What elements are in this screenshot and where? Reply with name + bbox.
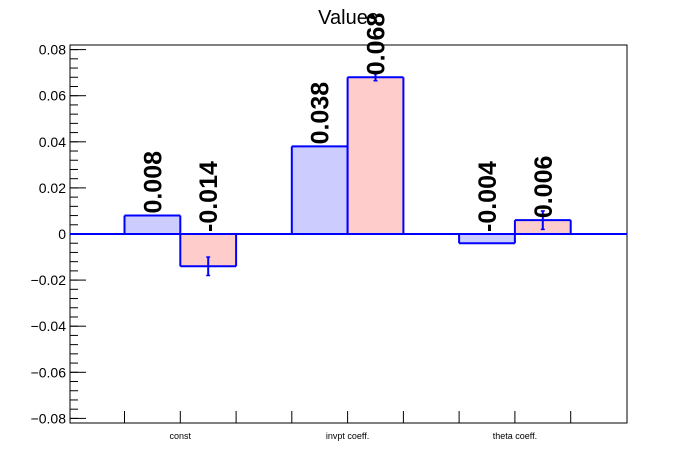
data-label: 0.006 — [530, 156, 558, 219]
x-tick-label: const — [170, 431, 192, 441]
bar — [347, 77, 404, 234]
y-tick-label: 0 — [58, 226, 66, 242]
x-tick-label: theta coeff. — [493, 431, 537, 441]
data-label: -0.014 — [195, 161, 223, 232]
y-tick-label: −0.04 — [31, 318, 67, 334]
data-label: 0.008 — [139, 151, 167, 214]
bar — [291, 146, 348, 234]
bar — [459, 234, 515, 244]
bar — [124, 215, 181, 234]
chart-title: Values — [318, 7, 378, 29]
plot-area: 0.08 0.06 0.04 0.02 0 −0.02 −0.04 −0.06 −0.08 con… — [31, 13, 628, 441]
y-tick-label: −0.06 — [31, 364, 67, 380]
x-tick-label: invpt coeff. — [326, 431, 369, 441]
data-label: -0.004 — [474, 161, 502, 232]
data-label: 0.068 — [363, 13, 391, 76]
y-tick-label: 0.02 — [39, 180, 66, 196]
y-tick-label: 0.08 — [39, 42, 66, 58]
y-tick-label: 0.04 — [39, 134, 66, 150]
y-tick-label: 0.06 — [39, 88, 66, 104]
y-tick-label: −0.02 — [31, 272, 67, 288]
data-label: 0.038 — [307, 82, 335, 145]
y-tick-label: −0.08 — [31, 410, 67, 426]
